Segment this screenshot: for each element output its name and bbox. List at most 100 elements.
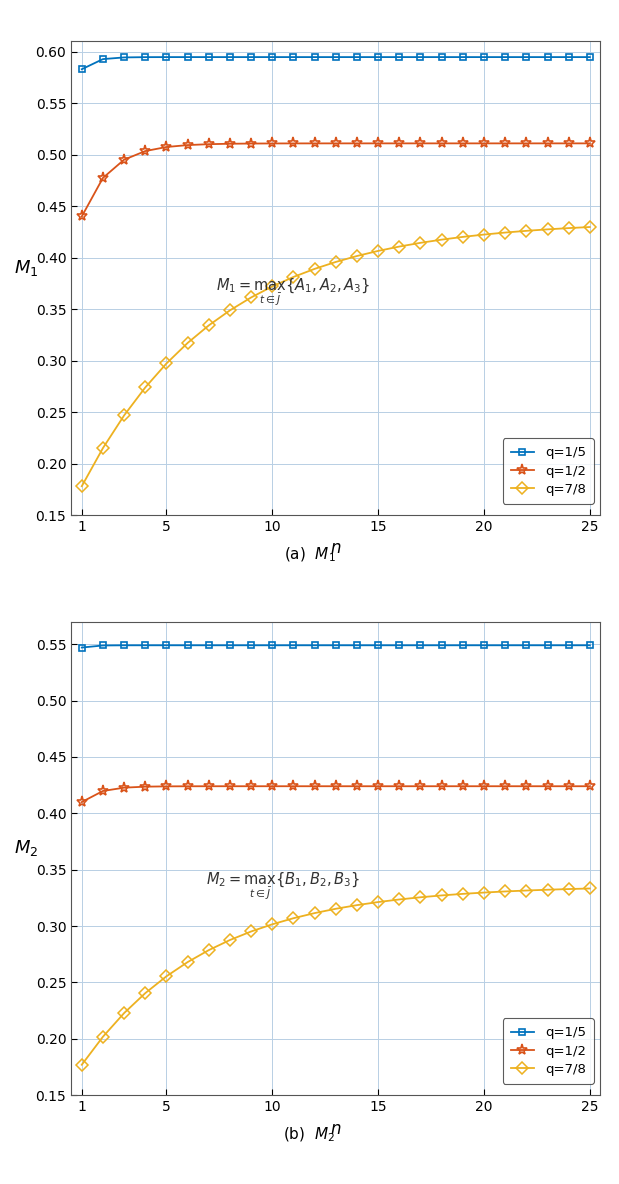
q=7/8: [501, 884, 509, 899]
Line: q=1/5: q=1/5: [78, 53, 594, 72]
q=1/2: [163, 779, 170, 793]
q=7/8: [269, 918, 276, 932]
q=1/5: [290, 50, 297, 64]
q=7/8: [586, 881, 594, 895]
q=1/5: [353, 50, 361, 64]
q=7/8: [353, 249, 361, 263]
q=1/5: [586, 50, 594, 64]
Text: $M_2 = \underset{t \in \bar{J}}{\max}\{B_1, B_2, B_3\}$: $M_2 = \underset{t \in \bar{J}}{\max}\{B…: [206, 871, 360, 902]
q=1/5: [332, 50, 339, 64]
q=1/5: [205, 638, 212, 652]
q=1/2: [543, 136, 551, 150]
q=1/5: [480, 50, 488, 64]
q=1/2: [480, 136, 488, 150]
q=1/5: [417, 50, 424, 64]
q=1/2: [311, 136, 318, 150]
q=1/5: [459, 50, 467, 64]
q=1/5: [142, 638, 149, 652]
q=1/2: [522, 779, 530, 793]
q=7/8: [417, 236, 424, 250]
Line: q=1/2: q=1/2: [76, 780, 595, 807]
q=7/8: [142, 380, 149, 394]
q=7/8: [374, 895, 382, 909]
q=1/2: [226, 779, 233, 793]
q=1/5: [163, 50, 170, 64]
q=1/5: [226, 638, 233, 652]
Text: (a)  $M_1$: (a) $M_1$: [284, 545, 335, 564]
q=1/5: [184, 50, 191, 64]
q=1/2: [332, 779, 339, 793]
q=1/5: [248, 638, 255, 652]
q=1/5: [438, 50, 445, 64]
q=1/2: [205, 779, 212, 793]
q=1/5: [543, 638, 551, 652]
q=7/8: [99, 440, 106, 455]
q=7/8: [184, 336, 191, 350]
q=1/2: [332, 136, 339, 150]
q=1/5: [311, 638, 318, 652]
q=7/8: [543, 882, 551, 896]
q=1/2: [120, 780, 128, 794]
q=1/2: [396, 779, 403, 793]
q=1/5: [459, 638, 467, 652]
q=1/5: [374, 638, 382, 652]
q=1/2: [290, 779, 297, 793]
q=7/8: [417, 890, 424, 905]
q=1/5: [99, 638, 106, 652]
q=1/2: [438, 779, 445, 793]
q=7/8: [459, 230, 467, 244]
q=7/8: [248, 925, 255, 939]
q=7/8: [396, 893, 403, 907]
q=1/2: [353, 779, 361, 793]
q=7/8: [142, 986, 149, 1000]
q=1/5: [78, 62, 85, 76]
q=7/8: [269, 279, 276, 294]
q=1/5: [78, 641, 85, 655]
q=1/2: [586, 136, 594, 150]
q=1/2: [438, 136, 445, 150]
q=1/2: [501, 779, 509, 793]
q=1/5: [565, 50, 573, 64]
Legend: q=1/5, q=1/2, q=7/8: q=1/5, q=1/2, q=7/8: [503, 1018, 594, 1083]
q=1/5: [120, 638, 128, 652]
q=1/2: [480, 779, 488, 793]
q=1/2: [374, 136, 382, 150]
q=1/2: [248, 136, 255, 150]
q=7/8: [438, 888, 445, 902]
q=7/8: [543, 223, 551, 237]
q=1/2: [184, 779, 191, 793]
q=1/2: [184, 139, 191, 153]
q=7/8: [522, 224, 530, 238]
Text: $M_1 = \underset{t \in \bar{J}}{\max}\{A_1, A_2, A_3\}$: $M_1 = \underset{t \in \bar{J}}{\max}\{A…: [217, 277, 371, 308]
q=7/8: [226, 933, 233, 947]
q=1/2: [120, 153, 128, 167]
Line: q=1/5: q=1/5: [78, 642, 594, 651]
q=7/8: [565, 882, 573, 896]
q=7/8: [205, 318, 212, 333]
q=7/8: [78, 1057, 85, 1072]
q=1/5: [142, 50, 149, 64]
q=7/8: [184, 955, 191, 970]
q=1/2: [417, 779, 424, 793]
q=1/5: [396, 638, 403, 652]
q=7/8: [163, 970, 170, 984]
Line: q=7/8: q=7/8: [77, 223, 594, 490]
q=1/5: [163, 638, 170, 652]
X-axis label: $n$: $n$: [330, 1120, 342, 1138]
q=1/5: [417, 638, 424, 652]
q=7/8: [332, 902, 339, 916]
q=1/5: [565, 638, 573, 652]
q=7/8: [226, 303, 233, 317]
q=7/8: [438, 232, 445, 246]
Line: q=1/2: q=1/2: [76, 137, 595, 223]
q=1/5: [332, 638, 339, 652]
q=1/2: [226, 136, 233, 150]
q=7/8: [501, 225, 509, 239]
q=1/2: [78, 210, 85, 224]
q=1/2: [565, 136, 573, 150]
q=7/8: [78, 480, 85, 494]
q=1/5: [290, 638, 297, 652]
q=1/2: [353, 136, 361, 150]
q=1/2: [99, 784, 106, 798]
q=1/2: [374, 779, 382, 793]
